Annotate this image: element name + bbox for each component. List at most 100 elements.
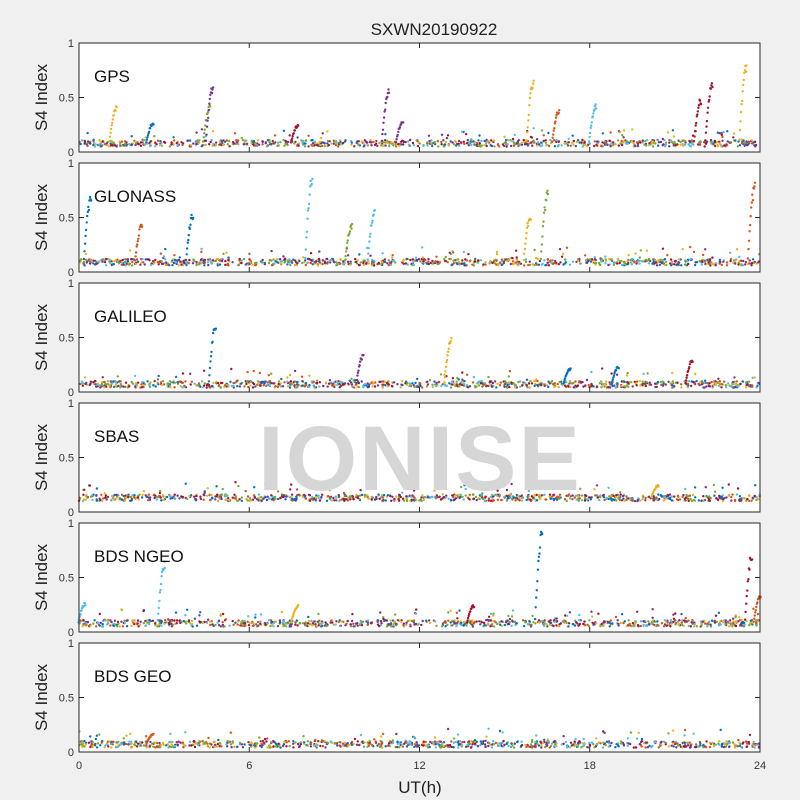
data-point <box>706 625 709 628</box>
data-point <box>294 623 297 626</box>
data-point <box>608 625 611 628</box>
spike-point <box>699 103 703 106</box>
data-point <box>538 621 541 624</box>
data-point <box>238 257 241 261</box>
data-point <box>94 625 98 628</box>
data-point <box>705 262 708 266</box>
data-point <box>530 382 534 385</box>
data-point <box>641 141 644 144</box>
data-point <box>137 143 140 146</box>
data-point <box>240 624 244 627</box>
data-point <box>83 264 86 267</box>
data-point <box>172 380 175 383</box>
data-point <box>610 372 613 375</box>
data-point <box>625 384 628 387</box>
data-point <box>388 144 391 148</box>
data-point <box>483 139 486 143</box>
data-point <box>101 499 104 503</box>
spike-point <box>359 360 362 363</box>
data-point <box>426 380 429 383</box>
data-point <box>332 142 336 145</box>
spike-point <box>554 120 557 123</box>
data-point <box>596 496 599 499</box>
data-point <box>452 143 456 146</box>
data-point <box>500 620 503 623</box>
spike-point <box>356 374 359 377</box>
data-point <box>111 494 114 498</box>
data-point <box>341 141 345 145</box>
data-point <box>276 490 280 493</box>
data-point <box>694 261 697 264</box>
data-point <box>128 385 131 388</box>
data-point <box>600 622 603 626</box>
data-point <box>205 386 208 389</box>
data-point <box>193 617 197 620</box>
data-point <box>180 495 183 498</box>
data-point <box>168 620 172 623</box>
data-point <box>747 384 751 388</box>
data-point <box>510 615 514 618</box>
data-point <box>288 134 291 137</box>
data-point <box>433 489 436 492</box>
data-point <box>532 127 535 130</box>
data-point <box>219 381 223 385</box>
data-point <box>511 257 514 260</box>
data-point <box>454 384 457 388</box>
data-point <box>598 261 601 265</box>
data-point <box>132 621 135 624</box>
data-point <box>288 373 292 377</box>
data-point <box>290 383 293 386</box>
data-point <box>487 499 490 502</box>
data-point <box>726 382 730 385</box>
data-point <box>104 496 107 499</box>
data-point <box>525 383 528 387</box>
data-point <box>479 623 482 626</box>
data-point <box>585 378 589 382</box>
data-point <box>253 486 256 489</box>
data-point <box>82 260 86 264</box>
data-point <box>209 498 212 502</box>
data-point <box>437 262 440 266</box>
data-point <box>367 262 370 265</box>
data-point <box>160 499 163 502</box>
data-point <box>296 624 299 627</box>
data-point <box>95 385 98 388</box>
data-point <box>620 139 623 143</box>
data-point <box>199 497 202 501</box>
data-point <box>642 623 645 626</box>
data-point <box>288 258 291 261</box>
data-point <box>666 254 669 257</box>
data-point <box>328 379 332 382</box>
data-point <box>226 494 229 497</box>
data-point <box>198 139 201 142</box>
data-point <box>221 620 224 624</box>
data-point <box>83 488 86 491</box>
data-point <box>617 144 620 147</box>
data-point <box>494 258 497 261</box>
spike-point <box>85 221 88 224</box>
data-point <box>169 381 173 384</box>
data-point <box>626 371 629 375</box>
data-point <box>557 624 560 628</box>
data-point <box>200 145 203 148</box>
data-point <box>427 257 430 261</box>
data-point <box>515 249 518 252</box>
spike-point <box>553 127 556 130</box>
data-point <box>411 382 414 385</box>
data-point <box>440 140 443 144</box>
spike-point <box>136 240 139 243</box>
data-point <box>615 499 618 502</box>
data-point <box>566 144 570 147</box>
data-point <box>112 385 116 388</box>
data-point <box>568 497 572 500</box>
data-point <box>120 263 124 266</box>
data-point <box>610 143 613 146</box>
data-point <box>534 383 537 386</box>
data-point <box>600 367 604 370</box>
spike-point <box>446 354 449 357</box>
data-point <box>368 383 371 386</box>
data-point <box>529 135 533 139</box>
data-point <box>656 620 659 623</box>
data-point <box>279 260 282 263</box>
data-point <box>517 139 520 142</box>
